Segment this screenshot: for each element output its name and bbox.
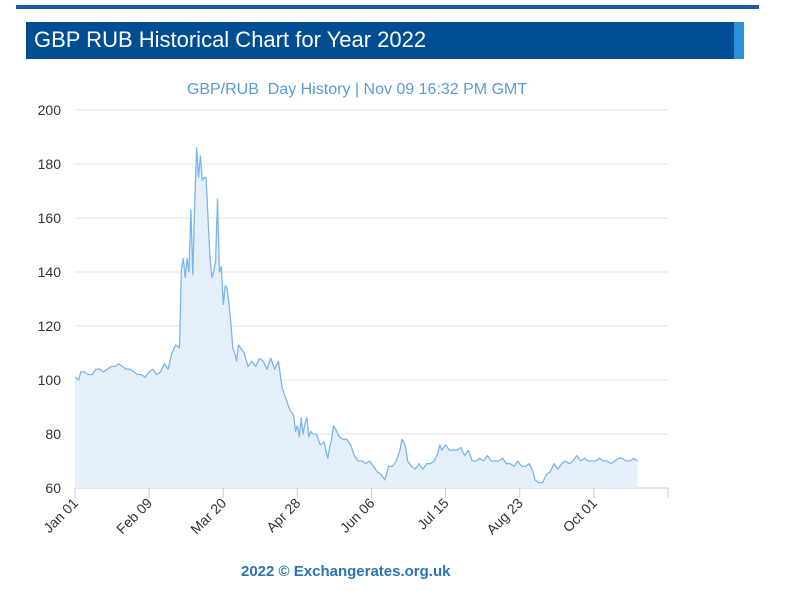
- chart-grid: [75, 109, 668, 489]
- y-tick-label: 80: [45, 426, 61, 442]
- x-tick-label: Aug 23: [483, 495, 526, 538]
- y-tick-label: 100: [38, 372, 62, 388]
- x-tick-label: Jan 01: [40, 495, 81, 536]
- x-tick-label: Apr 28: [263, 495, 304, 536]
- page-title: GBP RUB Historical Chart for Year 2022: [34, 27, 427, 52]
- chart-title: GBP/RUB Day History | Nov 09 16:32 PM GM…: [187, 81, 527, 98]
- plot-area: [74, 147, 638, 489]
- y-tick-label: 140: [38, 264, 62, 280]
- series-line: [74, 147, 638, 484]
- x-tick-label: Jun 06: [337, 495, 378, 536]
- banner-accent-tab: [734, 22, 744, 59]
- x-tick-label: Mar 20: [187, 495, 229, 537]
- x-tick-label: Feb 09: [113, 495, 155, 537]
- y-tick-label: 60: [45, 480, 61, 496]
- copyright-text: 2022 © Exchangerates.org.uk: [241, 563, 451, 580]
- x-tick-label: Jul 15: [414, 495, 452, 533]
- y-axis: 60 80 100 120 140 160 180 200: [38, 102, 62, 496]
- x-axis: Jan 01 Feb 09 Mar 20 Apr 28 Jun 06 Jul 15 Aug …: [40, 487, 669, 538]
- y-tick-label: 160: [38, 210, 62, 226]
- y-tick-label: 200: [38, 102, 62, 118]
- x-tick-label: Oct 01: [560, 495, 601, 536]
- header-banner: GBP RUB Historical Chart for Year 2022: [26, 22, 744, 59]
- y-tick-label: 120: [38, 318, 62, 334]
- series-area: [75, 147, 638, 489]
- top-rule: [16, 5, 759, 9]
- y-tick-label: 180: [38, 156, 62, 172]
